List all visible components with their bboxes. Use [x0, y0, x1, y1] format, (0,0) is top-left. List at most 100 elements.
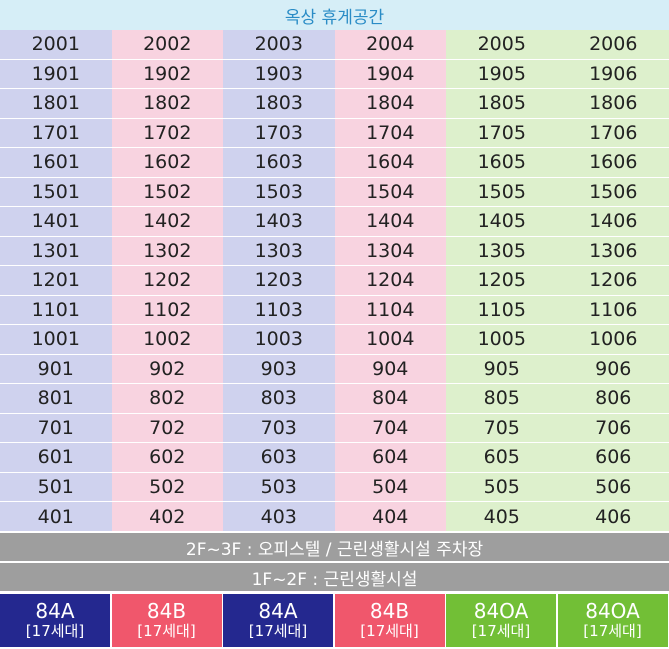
unit-cell: 403 — [223, 502, 335, 532]
unit-cell: 906 — [557, 355, 669, 385]
unit-cell: 1602 — [111, 148, 223, 178]
unit-cell: 504 — [334, 473, 446, 503]
unit-cell: 602 — [111, 443, 223, 473]
unit-cell: 1906 — [557, 60, 669, 90]
unit-cell: 1404 — [334, 207, 446, 237]
unit-cell: 1005 — [446, 325, 558, 355]
unit-cell: 1706 — [557, 119, 669, 149]
rooftop-label: 옥상 휴게공간 — [0, 0, 669, 30]
unit-cell: 1504 — [334, 178, 446, 208]
unit-cell: 1701 — [0, 119, 112, 149]
unit-cell: 1403 — [223, 207, 335, 237]
unit-cell: 2005 — [446, 30, 558, 60]
unit-cell: 805 — [446, 384, 558, 414]
unit-type-code: 84OA — [473, 599, 529, 624]
unit-cell: 2001 — [0, 30, 112, 60]
unit-cell: 1805 — [446, 89, 558, 119]
unit-type-code: 84A — [35, 599, 75, 624]
unit-cell: 1503 — [223, 178, 335, 208]
unit-cell: 401 — [0, 502, 112, 532]
unit-column-4: 2004 1904 1804 1704 1604 1504 1404 1304 1204 1104… — [334, 30, 446, 532]
unit-cell: 801 — [0, 384, 112, 414]
unit-type-count: [17세대] — [471, 622, 531, 641]
unit-column-1: 2001 1901 1801 1701 1601 1501 1401 1301 1201 1101… — [0, 30, 112, 532]
unit-cell: 1704 — [334, 119, 446, 149]
unit-cell: 505 — [446, 473, 558, 503]
unit-column-5: 2005 1905 1805 1705 1605 1505 1405 1305 1205 1105… — [446, 30, 558, 532]
unit-cell: 1106 — [557, 296, 669, 326]
unit-cell: 1002 — [111, 325, 223, 355]
unit-type-count: [17세대] — [360, 622, 419, 641]
unit-cell: 1202 — [111, 266, 223, 296]
unit-grid: 2001 1901 1801 1701 1601 1501 1401 1301 1201 1101… — [0, 30, 669, 532]
unit-type-code: 84OA — [585, 599, 640, 624]
unit-cell: 903 — [223, 355, 335, 385]
unit-cell: 1803 — [223, 89, 335, 119]
unit-cell: 1304 — [334, 237, 446, 267]
unit-cell: 1901 — [0, 60, 112, 90]
unit-cell: 1705 — [446, 119, 558, 149]
unit-cell: 702 — [111, 414, 223, 444]
unit-cell: 1305 — [446, 237, 558, 267]
unit-cell: 1902 — [111, 60, 223, 90]
unit-cell: 701 — [0, 414, 112, 444]
unit-cell: 601 — [0, 443, 112, 473]
unit-type-code: 84B — [146, 599, 187, 624]
unit-cell: 1605 — [446, 148, 558, 178]
unit-cell: 1505 — [446, 178, 558, 208]
unit-cell: 1802 — [111, 89, 223, 119]
unit-cell: 1401 — [0, 207, 112, 237]
unit-type-code: 84B — [369, 599, 410, 624]
unit-cell: 1201 — [0, 266, 112, 296]
unit-cell: 1904 — [334, 60, 446, 90]
unit-cell: 406 — [557, 502, 669, 532]
unit-cell: 905 — [446, 355, 558, 385]
unit-cell: 2006 — [557, 30, 669, 60]
unit-type-84oa-2: 84OA [17세대] — [557, 594, 668, 647]
unit-cell: 1405 — [446, 207, 558, 237]
unit-cell: 1105 — [446, 296, 558, 326]
unit-cell: 404 — [334, 502, 446, 532]
unit-cell: 1804 — [334, 89, 446, 119]
unit-cell: 1104 — [334, 296, 446, 326]
unit-cell: 1905 — [446, 60, 558, 90]
unit-cell: 1302 — [111, 237, 223, 267]
unit-cell: 705 — [446, 414, 558, 444]
unit-cell: 603 — [223, 443, 335, 473]
unit-type-84a-2: 84A [17세대] — [223, 594, 333, 647]
unit-type-count: [17세대] — [583, 622, 642, 641]
unit-cell: 2002 — [111, 30, 223, 60]
unit-type-84b-1: 84B [17세대] — [111, 594, 222, 647]
unit-cell: 2004 — [334, 30, 446, 60]
unit-type-84oa-1: 84OA [17세대] — [446, 594, 556, 647]
unit-cell: 1606 — [557, 148, 669, 178]
unit-cell: 1801 — [0, 89, 112, 119]
unit-cell: 2003 — [223, 30, 335, 60]
unit-cell: 1506 — [557, 178, 669, 208]
unit-cell: 1203 — [223, 266, 335, 296]
unit-cell: 1101 — [0, 296, 112, 326]
unit-cell: 1006 — [557, 325, 669, 355]
unit-cell: 901 — [0, 355, 112, 385]
unit-type-code: 84A — [258, 599, 298, 624]
unit-cell: 405 — [446, 502, 558, 532]
unit-cell: 606 — [557, 443, 669, 473]
unit-cell: 1601 — [0, 148, 112, 178]
unit-cell: 1501 — [0, 178, 112, 208]
unit-cell: 1806 — [557, 89, 669, 119]
unit-cell: 803 — [223, 384, 335, 414]
unit-cell: 1703 — [223, 119, 335, 149]
unit-column-2: 2002 1902 1802 1702 1602 1502 1402 1302 1202 1102… — [111, 30, 223, 532]
unit-type-count: [17세대] — [248, 622, 308, 641]
unit-cell: 1204 — [334, 266, 446, 296]
unit-cell: 904 — [334, 355, 446, 385]
unit-cell: 1502 — [111, 178, 223, 208]
unit-type-84b-2: 84B [17세대] — [334, 594, 445, 647]
unit-type-count: [17세대] — [137, 622, 196, 641]
unit-type-count: [17세대] — [25, 622, 85, 641]
unit-cell: 503 — [223, 473, 335, 503]
unit-cell: 1103 — [223, 296, 335, 326]
unit-cell: 1903 — [223, 60, 335, 90]
unit-cell: 1603 — [223, 148, 335, 178]
